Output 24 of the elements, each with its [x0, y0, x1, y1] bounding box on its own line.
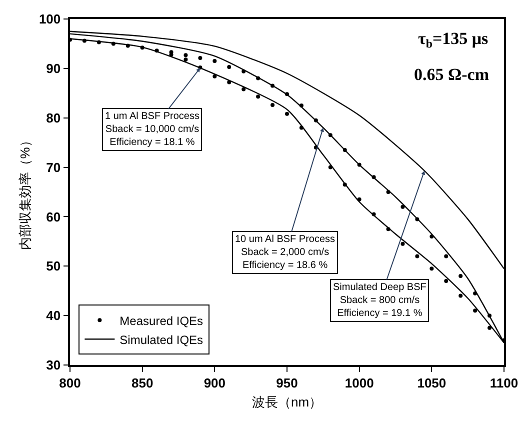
x-tick-label: 950: [276, 375, 298, 390]
annotation: τ$_{b}$=135 μs: [418, 29, 489, 51]
annotation: Simulated Deep BSF Sback = 800 cm/s Efficiency = 19.1 %: [333, 282, 426, 319]
legend-label: Simulated IQEs: [120, 332, 204, 347]
annotation: 1 um Al BSF Process Sback = 10,000 cm/s Efficiency = 18.1 %: [105, 111, 200, 148]
y-tick-label: 80: [46, 110, 61, 126]
x-tick-label: 850: [131, 375, 154, 390]
y-tick-label: 90: [46, 60, 61, 76]
x-tick-label: 900: [204, 375, 226, 390]
legend-label: Measured IQEs: [120, 314, 204, 328]
x-axis-title: 波長（nm）: [252, 394, 322, 410]
y-tick-label: 100: [38, 12, 61, 27]
x-tick-label: 1050: [417, 375, 446, 390]
annotation: 10 um Al BSF Process Sback = 2,000 cm/s Efficiency = 18.6 %: [235, 234, 336, 271]
y-tick-label: 60: [46, 209, 61, 224]
y-tick-label: 70: [46, 160, 61, 175]
y-tick-label: 50: [46, 258, 61, 274]
x-tick-label: 1100: [490, 375, 518, 390]
annotation: 0.65 Ω-cm: [414, 65, 489, 84]
y-tick-label: 30: [46, 358, 61, 373]
y-tick-label: 40: [46, 308, 61, 324]
x-tick-label: 1000: [344, 375, 374, 390]
y-axis-title: 内部収集効率（%）: [17, 134, 32, 250]
x-tick-label: 800: [59, 375, 81, 390]
